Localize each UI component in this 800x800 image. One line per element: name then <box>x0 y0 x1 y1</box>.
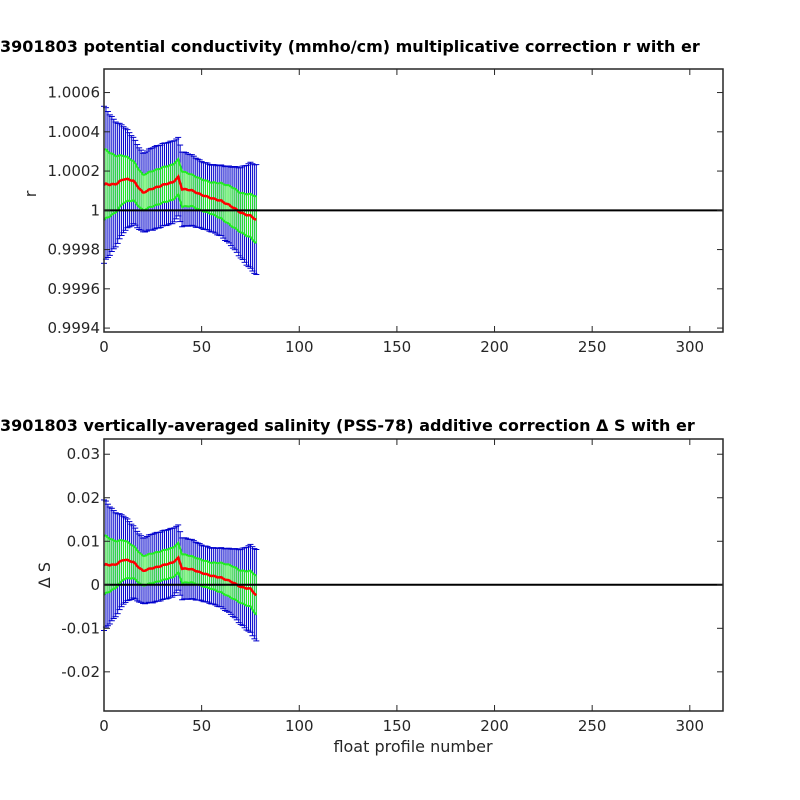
y-tick-label: 1.0004 <box>48 123 101 141</box>
error-band-upper <box>103 534 257 577</box>
x-tick-label: 100 <box>285 338 314 356</box>
ticks-r: 0 50 100 150 200 250 300 0.9994 0.9996 0.9998 1 1.0… <box>48 69 723 356</box>
marks-r <box>101 105 723 276</box>
plot-area-dS <box>104 439 723 711</box>
x-tick-label: 50 <box>192 717 211 735</box>
error-band-lower <box>103 570 258 616</box>
x-tick-label: 0 <box>99 338 109 356</box>
x-tick-label: 150 <box>383 338 412 356</box>
marks-dS <box>101 499 723 642</box>
y-tick-label: 0.01 <box>67 532 100 550</box>
y-axis-label-dS: Δ S <box>35 562 54 588</box>
x-tick-label: 300 <box>675 338 704 356</box>
y-tick-label: 1 <box>90 201 100 219</box>
x-axis-label-dS: float profile number <box>333 737 493 756</box>
plot-frame-r <box>103 68 724 333</box>
x-tick-label: 100 <box>285 717 314 735</box>
plot-area-r <box>104 69 723 332</box>
x-tick-label: 250 <box>578 338 607 356</box>
chart-title-r: 3901803 potential conductivity (mmho/cm)… <box>0 37 700 56</box>
y-tick-label: 0 <box>90 576 100 594</box>
correction-dS-panel: 3901803 vertically-averaged salinity (PS… <box>0 416 724 756</box>
y-tick-label: -0.01 <box>61 619 100 637</box>
x-tick-label: 300 <box>675 717 704 735</box>
y-tick-label: 1.0006 <box>48 84 101 102</box>
x-tick-label: 200 <box>480 338 509 356</box>
y-tick-label: 0.9996 <box>48 280 101 298</box>
x-tick-label: 0 <box>99 717 109 735</box>
error-band-lower <box>103 192 257 244</box>
y-tick-label: 0.02 <box>67 489 100 507</box>
chart-title-dS: 3901803 vertically-averaged salinity (PS… <box>0 416 695 435</box>
ticks-dS: 0 50 100 150 200 250 300 -0.02 -0.01 0 0.01 0.02 0.0… <box>61 439 723 735</box>
plot-frame-dS <box>103 438 724 712</box>
x-tick-label: 150 <box>383 717 412 735</box>
x-tick-label: 50 <box>192 338 211 356</box>
y-axis-label-r: r <box>21 190 40 197</box>
correction-line <box>103 174 257 221</box>
correction-r-panel: 3901803 potential conductivity (mmho/cm)… <box>0 37 724 356</box>
error-band-upper <box>103 148 257 198</box>
y-tick-label: 0.03 <box>67 445 100 463</box>
x-tick-label: 250 <box>578 717 607 735</box>
x-tick-label: 200 <box>480 717 509 735</box>
correction-line <box>103 555 258 597</box>
y-tick-label: 0.9994 <box>48 319 101 337</box>
y-tick-label: 0.9998 <box>48 241 101 259</box>
y-tick-label: 1.0002 <box>48 162 101 180</box>
y-tick-label: -0.02 <box>61 663 100 681</box>
